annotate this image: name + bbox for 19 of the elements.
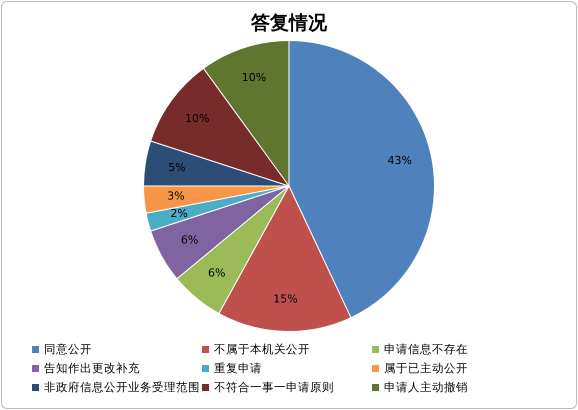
- legend-label: 非政府信息公开业务受理范围: [44, 380, 200, 395]
- legend-label: 不属于本机关公开: [214, 342, 310, 357]
- data-label: 10%: [184, 112, 210, 126]
- legend-label: 告知作出更改补充: [44, 361, 140, 376]
- legend-label: 申请人主动撤销: [384, 380, 468, 395]
- data-label: 6%: [208, 266, 226, 280]
- data-label: 3%: [167, 190, 185, 203]
- legend-label: 同意公开: [44, 342, 92, 357]
- data-label: 6%: [180, 234, 198, 247]
- legend-label: 重复申请: [214, 361, 262, 376]
- data-label: 5%: [168, 161, 186, 174]
- data-label: 2%: [170, 207, 188, 220]
- data-label: 10%: [242, 70, 266, 84]
- chart-title: 答复情况: [250, 11, 328, 36]
- legend-label: 属于已主动公开: [384, 361, 468, 376]
- data-label: 43%: [388, 154, 412, 168]
- legend-label: 不符合一事一申请原则: [214, 380, 334, 395]
- legend-label: 申请信息不存在: [384, 342, 468, 357]
- data-label: 15%: [273, 292, 298, 306]
